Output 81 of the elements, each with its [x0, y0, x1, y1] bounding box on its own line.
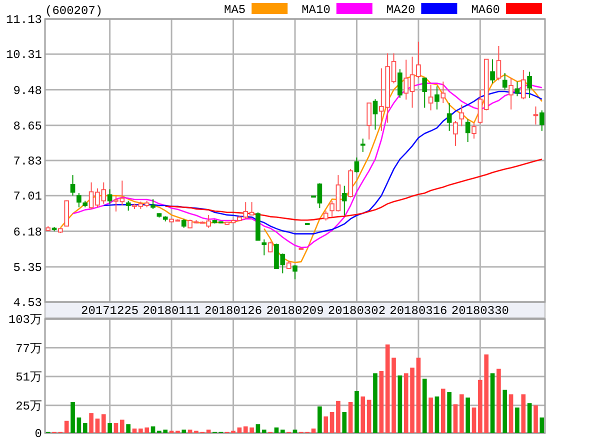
y-tick-label: 103万: [8, 313, 42, 327]
bar: [101, 414, 106, 433]
x-tick-label: 20180111: [142, 304, 200, 318]
bar: [256, 424, 260, 433]
bar: [453, 404, 458, 433]
x-tick-label: 20180209: [266, 304, 324, 318]
y-tick-label: 4.53: [13, 296, 42, 310]
bar: [70, 402, 75, 433]
bar: [540, 418, 544, 433]
bar: [447, 392, 452, 433]
bar: [490, 373, 495, 433]
bar: [416, 358, 421, 433]
bar: [336, 400, 340, 433]
bar: [280, 430, 285, 433]
y-tick-label: 5.35: [13, 260, 42, 275]
x-tick-label: 20171225: [81, 304, 139, 318]
line-series: [164, 158, 543, 221]
bar: [292, 430, 298, 433]
legend-label: MA20: [386, 3, 416, 17]
x-tick-label: 20180302: [328, 304, 386, 318]
bar: [188, 430, 192, 433]
legend-label: MA5: [224, 3, 246, 17]
bar: [274, 427, 279, 433]
bar: [379, 371, 384, 433]
chart-title: (600207): [45, 4, 103, 18]
bar: [348, 402, 353, 433]
bar: [342, 412, 347, 433]
bar: [182, 430, 186, 433]
legend-label: MA60: [471, 3, 500, 17]
bar: [237, 427, 242, 433]
bar: [120, 420, 124, 433]
bar: [76, 418, 82, 433]
bar: [527, 403, 532, 433]
x-tick-label: 20180126: [204, 304, 262, 318]
y-tick-label: 9.48: [13, 84, 42, 98]
bar: [521, 394, 526, 433]
bar: [64, 420, 69, 433]
bar: [534, 405, 538, 433]
bar: [422, 378, 427, 433]
bar: [373, 373, 378, 433]
y-tick-label: 0: [34, 427, 42, 440]
bar: [330, 412, 334, 433]
bar: [366, 400, 372, 433]
bar: [150, 426, 156, 433]
bar: [108, 423, 112, 433]
bar: [206, 430, 211, 433]
legend-label: MA10: [302, 3, 330, 17]
bar: [318, 406, 322, 433]
bar: [89, 413, 94, 433]
bar: [466, 398, 470, 433]
y-tick-label: 8.65: [13, 119, 42, 134]
bar: [496, 368, 501, 433]
y-tick-label: 7.01: [13, 190, 42, 204]
bar: [472, 408, 476, 433]
bar: [354, 390, 359, 433]
x-tick-label: 20180316: [390, 304, 448, 318]
bar: [440, 388, 446, 433]
bar: [428, 398, 433, 433]
y-tick-label: 11.13: [6, 13, 42, 27]
bar: [114, 423, 118, 433]
bar: [398, 375, 402, 433]
bar: [311, 428, 316, 433]
y-tick-label: 25万: [16, 399, 42, 414]
bar: [515, 408, 520, 433]
bar: [360, 396, 366, 433]
y-tick-label: 6.18: [13, 225, 42, 240]
y-tick-label: 77万: [16, 342, 42, 356]
bar: [502, 390, 508, 433]
bar: [434, 396, 440, 433]
x-tick-label: 20180330: [451, 304, 509, 318]
y-tick-label: 10.31: [6, 48, 42, 62]
bar: [95, 418, 100, 433]
bar: [82, 423, 88, 433]
y-tick-label: 7.83: [13, 154, 42, 168]
bar: [132, 428, 137, 433]
bar: [262, 430, 266, 433]
bar: [460, 394, 464, 433]
bar: [508, 394, 514, 433]
bar: [126, 424, 130, 433]
bar: [324, 416, 328, 433]
y-tick-label: 51万: [16, 370, 42, 385]
